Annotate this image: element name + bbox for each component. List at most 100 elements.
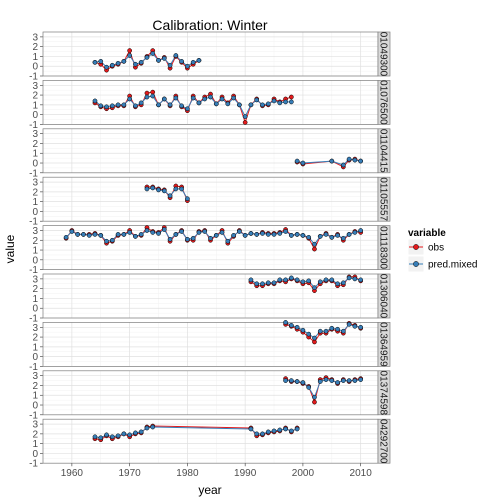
pred-point xyxy=(347,378,351,382)
pred-point xyxy=(110,63,114,67)
pred-point xyxy=(162,189,166,193)
pred-point xyxy=(255,98,259,102)
y-tick-label: 2 xyxy=(32,236,38,247)
pred-point xyxy=(347,276,351,280)
y-tick-label: 0 xyxy=(32,304,38,315)
pred-point xyxy=(156,58,160,62)
y-tick-label: 2 xyxy=(32,91,38,102)
pred-point xyxy=(260,103,264,107)
pred-point xyxy=(174,187,178,191)
pred-point xyxy=(232,233,236,237)
pred-point xyxy=(266,281,270,285)
pred-point xyxy=(220,97,224,101)
y-tick-label: 2 xyxy=(32,429,38,440)
pred-point xyxy=(220,230,224,234)
pred-point xyxy=(104,105,108,109)
strip-label: 01118300 xyxy=(378,226,389,269)
y-tick-label: 3 xyxy=(32,274,38,285)
pred-point xyxy=(208,95,212,99)
panel-01076500: -10123 01076500 xyxy=(29,80,390,131)
strip-label: 04292700 xyxy=(378,419,389,464)
y-tick-label: 3 xyxy=(32,323,38,334)
y-tick-label: 2 xyxy=(32,284,38,295)
pred-point xyxy=(301,280,305,284)
pred-point xyxy=(324,278,328,282)
obs-point xyxy=(289,95,293,99)
pred-point xyxy=(330,159,334,163)
pred-point xyxy=(324,232,328,236)
pred-point xyxy=(289,100,293,104)
strip-label: 01306040 xyxy=(378,274,389,319)
pred-point xyxy=(104,433,108,437)
obs-point xyxy=(151,90,155,94)
pred-point xyxy=(197,58,201,62)
pred-point xyxy=(330,378,334,382)
pred-point xyxy=(174,53,178,57)
pred-point xyxy=(145,228,149,232)
obs-point xyxy=(312,247,316,251)
pred-point xyxy=(359,278,363,282)
pred-point xyxy=(139,101,143,105)
pred-point xyxy=(301,380,305,384)
pred-point xyxy=(191,60,195,64)
pred-point xyxy=(353,158,357,162)
pred-point xyxy=(99,233,103,237)
pred-point xyxy=(151,230,155,234)
y-tick-label: 2 xyxy=(32,139,38,150)
pred-point xyxy=(347,322,351,326)
pred-point xyxy=(185,64,189,68)
pred-point xyxy=(93,99,97,103)
strip-label: 01364959 xyxy=(378,322,389,367)
x-tick-label: 1970 xyxy=(119,468,142,479)
pred-point xyxy=(151,51,155,55)
y-tick-label: 3 xyxy=(32,420,38,431)
pred-point xyxy=(93,60,97,64)
y-tick-label: 0 xyxy=(32,62,38,73)
pred-point xyxy=(139,232,143,236)
pred-point xyxy=(133,234,137,238)
pred-point xyxy=(174,96,178,100)
pred-point xyxy=(307,385,311,389)
x-tick-label: 2000 xyxy=(292,468,315,479)
strip-label: 01104415 xyxy=(378,129,389,173)
pred-point xyxy=(347,232,351,236)
pred-point xyxy=(312,286,316,290)
pred-point xyxy=(208,236,212,240)
pred-point xyxy=(185,237,189,241)
pred-point xyxy=(289,276,293,280)
pred-point xyxy=(168,63,172,67)
strip-label: 01374598 xyxy=(378,371,389,416)
y-tick-label: 0 xyxy=(32,401,38,412)
strip-label: 01049300 xyxy=(378,32,389,77)
pred-point xyxy=(318,379,322,383)
pred-point xyxy=(99,436,103,440)
pred-point xyxy=(151,425,155,429)
pred-point xyxy=(203,229,207,233)
y-tick-label: 3 xyxy=(32,129,38,140)
legend-entry-label: pred.mixed xyxy=(428,260,477,271)
pred-point xyxy=(249,231,253,235)
pred-point xyxy=(145,187,149,191)
pred-point xyxy=(122,59,126,63)
pred-point xyxy=(139,60,143,64)
pred-point xyxy=(335,327,339,331)
pred-point xyxy=(110,238,114,242)
pred-point xyxy=(185,197,189,201)
pred-point xyxy=(330,235,334,239)
panel-background xyxy=(43,32,378,76)
pred-point xyxy=(295,278,299,282)
pred-point xyxy=(266,232,270,236)
pred-point xyxy=(116,103,120,107)
pred-point xyxy=(139,430,143,434)
y-tick-label: 1 xyxy=(32,197,38,208)
panel-01049300: -10123 01049300 xyxy=(29,32,390,83)
pred-point xyxy=(353,378,357,382)
pred-point xyxy=(295,427,299,431)
pred-point xyxy=(122,232,126,236)
pred-point xyxy=(203,97,207,101)
obs-point xyxy=(243,120,247,124)
pred-point xyxy=(359,378,363,382)
pred-point xyxy=(122,103,126,107)
